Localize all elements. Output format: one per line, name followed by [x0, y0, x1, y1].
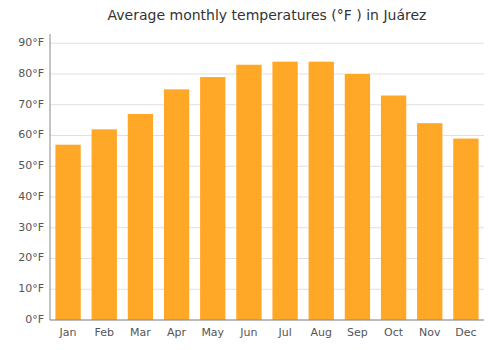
x-tick-label: Dec	[455, 326, 476, 339]
chart-svg: 0°F 10°F 20°F 30°F 40°F 50°F 60°F 70°F 80°F 90°F J…	[0, 0, 500, 350]
bars	[55, 62, 478, 320]
chart-container: 0°F 10°F 20°F 30°F 40°F 50°F 60°F 70°F 80°F 90°F J…	[0, 0, 500, 350]
y-tick-label: 50°F	[18, 159, 44, 172]
bar	[309, 62, 334, 320]
y-tick-label: 30°F	[18, 221, 44, 234]
x-tick-label: Sep	[347, 326, 368, 339]
x-axis: Jan Feb Mar Apr May Jun Jul Aug Sep Oct Nov Dec	[59, 326, 477, 339]
x-tick-label: Mar	[130, 326, 151, 339]
x-axis-line	[50, 320, 484, 321]
x-tick-label: Feb	[95, 326, 114, 339]
bar	[381, 96, 406, 320]
x-tick-label: Apr	[167, 326, 187, 339]
grid	[50, 43, 484, 320]
y-tick-label: 0°F	[25, 313, 44, 326]
grid-line	[50, 104, 484, 105]
bar	[236, 65, 261, 320]
x-tick-label: Jan	[59, 326, 77, 339]
grid-line	[50, 43, 484, 44]
x-tick-label: Oct	[384, 326, 404, 339]
y-tick-label: 80°F	[18, 67, 44, 80]
grid-line	[50, 320, 484, 321]
bar	[200, 77, 225, 320]
x-tick-label: Jun	[239, 326, 257, 339]
x-tick-label: Nov	[419, 326, 441, 339]
bar	[417, 123, 442, 320]
y-tick-label: 10°F	[18, 282, 44, 295]
y-tick-label: 60°F	[18, 128, 44, 141]
title: Average monthly temperatures (°F ) in Ju…	[108, 7, 427, 23]
bar	[92, 129, 117, 320]
bar	[345, 74, 370, 320]
y-tick-label: 90°F	[18, 36, 44, 49]
y-axis-line	[50, 34, 51, 320]
x-tick-label: Aug	[311, 326, 332, 339]
y-axis: 0°F 10°F 20°F 30°F 40°F 50°F 60°F 70°F 80°F 90°F	[18, 36, 44, 326]
x-tick-label: May	[201, 326, 224, 339]
bar	[453, 139, 478, 320]
y-tick-label: 20°F	[18, 251, 44, 264]
bar	[272, 62, 297, 320]
y-tick-label: 40°F	[18, 190, 44, 203]
bar	[128, 114, 153, 320]
grid-line	[50, 73, 484, 74]
x-tick-label: Jul	[277, 326, 291, 339]
bar	[55, 145, 80, 320]
bar	[164, 89, 189, 320]
y-tick-label: 70°F	[18, 98, 44, 111]
